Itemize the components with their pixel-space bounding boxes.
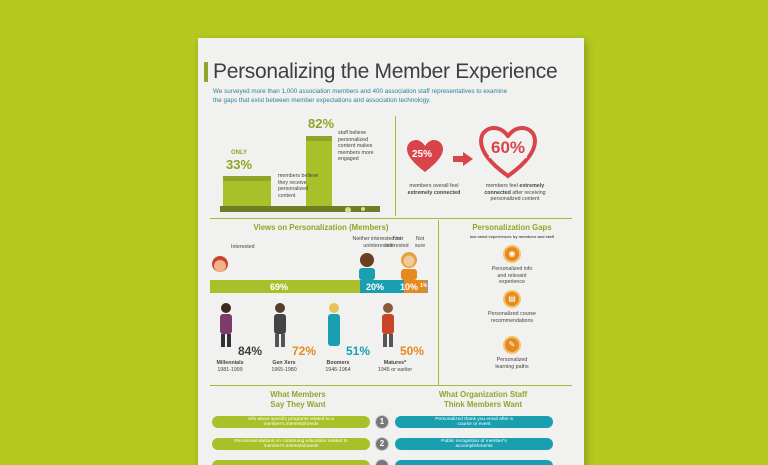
left-pill-0: Info about specific programs related to …	[212, 416, 370, 428]
left-compare-title: What Members Say They Want	[238, 390, 358, 410]
bar-segment-not-interested	[404, 280, 426, 293]
path-icon: ✎	[503, 336, 521, 354]
rank-3-badge	[375, 459, 389, 465]
mature-person-icon	[382, 303, 394, 347]
gen-pct-0: 84%	[238, 344, 263, 358]
face-interested-icon	[212, 256, 228, 272]
member-pct: 33%	[226, 157, 253, 172]
bar-label-neither: 20%	[366, 282, 385, 292]
left-pill-label-1: Recommendations on continuing education …	[234, 438, 348, 450]
gen-years-1: 1965-1980	[271, 366, 297, 373]
caption-right: members feel extremely connected after r…	[475, 183, 555, 203]
divider-horizontal-2	[210, 385, 572, 386]
caption-right-1: members feel	[485, 183, 518, 189]
right-title-2: Think Members Want	[443, 400, 523, 409]
gap-label-1: Personalized course recommendations	[488, 311, 536, 324]
gen-label-0: Millennials 1981-1999	[210, 360, 250, 373]
gen-label-2: Boomers 1946-1964	[318, 360, 358, 373]
gen-name-2: Boomers	[326, 360, 350, 366]
right-pill-label-1: Public recognition of member's accomplis…	[441, 438, 507, 450]
right-title-1: What Organization Staff	[438, 390, 528, 399]
title-accent-bar	[204, 62, 208, 82]
boomer-person-icon	[328, 303, 340, 346]
gen-years-0: 1981-1999	[217, 366, 243, 373]
left-title-2: Say They Want	[270, 400, 326, 409]
rank-2-badge: 2	[375, 437, 389, 451]
gaps-title: Personalization Gaps	[472, 223, 552, 232]
big-pct: 60%	[489, 138, 528, 158]
staff-text: staff believe personalized content makes…	[338, 130, 374, 163]
left-pill-1: Recommendations on continuing education …	[212, 438, 370, 450]
gen-name-0: Millennials	[216, 360, 244, 366]
intro-text: We surveyed more than 1,000 association …	[213, 88, 508, 104]
label-neither: Neither interested nor uninterested	[352, 236, 404, 249]
arrow-right-icon	[453, 152, 473, 166]
gap-item-1: ▤ Personalized course recommendations	[472, 290, 552, 324]
left-pill-label-0: Info about specific programs related to …	[248, 416, 334, 428]
gap-item-0: ◉ Personalized info and relevant experie…	[472, 245, 552, 286]
right-pill-0: Personalized thank you email after a cou…	[395, 416, 553, 428]
left-pill-2-partial	[212, 460, 370, 465]
generations-row: 84% 72% 51% 50% Millennials 1981-1999 Gen…	[210, 300, 432, 380]
caption-right-2: after receiving personalized content	[490, 189, 546, 203]
gen-years-3: 1945 or earlier	[377, 366, 413, 373]
gen-name-3: Matures*	[383, 360, 407, 366]
heart-small-icon	[407, 140, 443, 172]
caption-left-bold: extremely connected	[407, 189, 461, 196]
views-title: Views on Personalization (Members)	[253, 223, 389, 232]
divider-vertical-top	[395, 116, 396, 216]
face-not-interested-icon	[401, 252, 417, 280]
gap-item-2: ✎ Personalized learning paths	[472, 336, 552, 370]
right-pill-2-partial	[395, 460, 553, 465]
millennial-person-icon	[220, 303, 232, 347]
bar-label-not-interested: 10%	[400, 282, 419, 292]
left-title-1: What Members	[270, 390, 326, 399]
bar-segment-not-sure	[425, 280, 428, 293]
page-title: Personalizing the Member Experience	[213, 60, 558, 83]
divider-horizontal-1	[210, 218, 572, 219]
right-pill-1: Public recognition of member's accomplis…	[395, 438, 553, 450]
staff-pct: 82%	[308, 116, 335, 131]
bar-label-interested: 69%	[270, 282, 289, 292]
gen-pct-1: 72%	[292, 344, 317, 358]
gen-label-1: Gen Xers 1965-1980	[264, 360, 304, 373]
label-not-sure: Not sure	[414, 236, 426, 249]
book-icon: ▤	[503, 290, 521, 308]
gap-label-0: Personalized info and relevant experienc…	[491, 266, 533, 286]
gen-name-1: Gen Xers	[272, 360, 296, 366]
bar-label-not-sure: 1%	[420, 283, 428, 289]
right-pill-label-0: Personalized thank you email after a cou…	[435, 416, 513, 428]
infographic-sheet: Personalizing the Member Experience We s…	[198, 38, 584, 465]
genx-person-icon	[274, 303, 286, 347]
heart-outline-icon	[479, 126, 537, 179]
gen-pct-2: 51%	[346, 344, 371, 358]
face-neither-icon	[359, 253, 375, 280]
right-compare-title: What Organization Staff Think Members Wa…	[408, 390, 558, 410]
eye-icon: ◉	[503, 245, 521, 263]
gaps-subtitle: low rated experiences by members and sta…	[469, 234, 555, 239]
caption-left: members overall feel extremely connected	[403, 183, 465, 196]
gap-label-2: Personalized learning paths	[495, 357, 529, 370]
staff-bar	[306, 136, 332, 206]
rank-1-badge: 1	[375, 415, 389, 429]
gen-label-3: Matures* 1945 or earlier	[372, 360, 418, 373]
bar-segment-interested	[210, 280, 361, 293]
label-interested: Interested	[231, 244, 255, 250]
bar-segment-neither	[360, 280, 404, 293]
label-not-interested: Not interested	[385, 236, 409, 249]
caption-right-bold: extremely connected	[484, 183, 545, 196]
member-text: members believe they receive personalize…	[278, 173, 319, 199]
top-right-panel: 25% 60% members overall feel extremely c…	[403, 120, 578, 220]
top-left-panel: ONLY 33% members believe they receive pe…	[218, 116, 388, 218]
caption-left-1: members overall feel	[409, 183, 459, 189]
divider-vertical-mid	[438, 220, 439, 385]
gen-pct-3: 50%	[400, 344, 425, 358]
only-label: ONLY	[231, 150, 248, 156]
views-bar: 69% 20% 10% 1%	[210, 280, 428, 293]
heart-pct: 25%	[412, 149, 433, 160]
podium-graphic	[220, 136, 380, 213]
gen-years-2: 1946-1964	[325, 366, 351, 373]
